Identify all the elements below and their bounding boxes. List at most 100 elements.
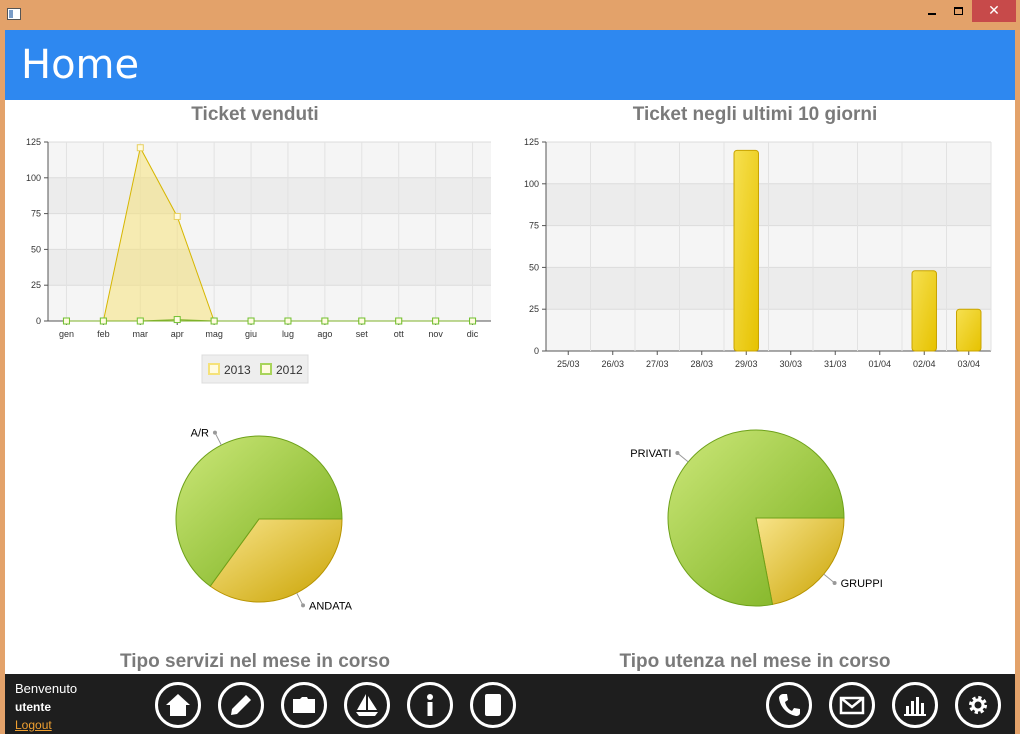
maximize-icon	[953, 7, 963, 15]
area-legend-swatch	[208, 363, 220, 375]
area-xtick-label: apr	[171, 329, 184, 339]
pie1-slice-andata	[209, 518, 343, 603]
area-xtick-label: set	[356, 329, 369, 339]
bar-ytick-label: 0	[534, 346, 539, 356]
area-point	[173, 316, 181, 324]
boat-button[interactable]	[344, 682, 390, 728]
area-xtick-label: ago	[317, 329, 332, 339]
area-xtick-label: mar	[133, 329, 149, 339]
area-chart-title: Ticket venduti	[191, 104, 319, 125]
pie2-label-dot	[832, 581, 837, 586]
bar-02/04	[911, 270, 937, 352]
bar-xtick-label: 29/03	[735, 359, 758, 369]
page-title: Home	[21, 42, 140, 88]
document-icon	[485, 694, 501, 716]
pie2-label-line	[823, 573, 835, 584]
pie2-label-line	[677, 452, 689, 463]
app-window: Home Ticket venduti Ticket negli ultimi …	[5, 30, 1015, 734]
bar-xtick-label: 02/04	[913, 359, 936, 369]
minimize-button[interactable]	[920, 0, 944, 22]
area-point	[321, 317, 329, 325]
bar-ytick-label: 75	[529, 221, 539, 231]
pie1-chart-title: Tipo servizi nel mese in corso	[120, 651, 390, 672]
area-point	[99, 317, 107, 325]
area-xtick-label: feb	[97, 329, 110, 339]
area-point	[62, 317, 70, 325]
bar-ytick-label: 125	[524, 137, 539, 147]
pie1-label-line	[214, 432, 222, 446]
boat-icon	[356, 694, 378, 716]
pie1-label-dot	[301, 603, 306, 608]
area-legend-swatch	[260, 363, 272, 375]
area-xtick-label: gen	[59, 329, 74, 339]
area-legend-label: 2013	[224, 363, 251, 377]
mail-icon	[839, 696, 865, 715]
pie2-slice-gruppi	[755, 517, 845, 606]
pie2-chart-title: Tipo utenza nel mese in corso	[619, 651, 891, 672]
area-point	[210, 317, 218, 325]
logout-link[interactable]: Logout	[15, 718, 52, 732]
bar-03/04	[956, 308, 982, 352]
bar-chart-title: Ticket negli ultimi 10 giorni	[632, 104, 878, 125]
info-button[interactable]	[407, 682, 453, 728]
area-ytick-label: 50	[31, 244, 41, 254]
bar-ytick-label: 100	[524, 179, 539, 189]
area-xtick-label: nov	[428, 329, 443, 339]
pie2-label: GRUPPI	[841, 578, 883, 590]
area-point	[247, 317, 255, 325]
folder-icon	[293, 697, 315, 713]
pie1-label: A/R	[191, 428, 209, 440]
pie2-label: PRIVATI	[630, 448, 671, 460]
area-point	[136, 317, 144, 325]
area-point	[173, 212, 181, 220]
area-xtick-label: lug	[282, 329, 294, 339]
welcome-block: Benvenuto utente Logout	[15, 680, 77, 734]
bar-ytick-label: 50	[529, 262, 539, 272]
pie1-label-dot	[212, 430, 217, 435]
bar-xtick-label: 25/03	[557, 359, 580, 369]
area-point	[284, 317, 292, 325]
document-button[interactable]	[470, 682, 516, 728]
bar-xtick-label: 03/04	[957, 359, 980, 369]
folder-button[interactable]	[281, 682, 327, 728]
welcome-text: Benvenuto	[15, 681, 78, 696]
area-band	[48, 177, 491, 214]
area-xtick-label: giu	[245, 329, 257, 339]
area-xtick-label: ott	[394, 329, 405, 339]
app-icon	[7, 8, 21, 20]
mail-button[interactable]	[829, 682, 875, 728]
area-point	[358, 317, 366, 325]
bar-ytick-label: 25	[529, 304, 539, 314]
bar-xtick-label: 30/03	[779, 359, 802, 369]
settings-button[interactable]	[955, 682, 1001, 728]
minimize-icon	[928, 13, 936, 15]
window-titlebar: ✕	[0, 0, 1020, 30]
charts-canvas: 0 25 50 75 100 125 gen feb mar apr mag giu lug ago set…	[26, 137, 992, 612]
username: utente	[15, 700, 51, 714]
stats-button[interactable]	[892, 682, 938, 728]
pie2-label-dot	[675, 450, 680, 455]
area-ytick-label: 0	[36, 316, 41, 326]
area-point	[432, 317, 440, 325]
bar-xtick-label: 27/03	[646, 359, 669, 369]
settings-icon	[969, 696, 987, 714]
footer-bar: Benvenuto utente Logout	[5, 674, 1015, 734]
area-ytick-label: 25	[31, 280, 41, 290]
phone-icon	[779, 694, 800, 716]
bar-xtick-label: 31/03	[824, 359, 847, 369]
edit-button[interactable]	[218, 682, 264, 728]
area-point	[136, 144, 144, 152]
area-xtick-label: mag	[205, 329, 223, 339]
close-icon: ✕	[988, 3, 1000, 19]
stats-icon	[904, 697, 926, 716]
phone-button[interactable]	[766, 682, 812, 728]
area-xtick-label: dic	[467, 329, 479, 339]
pie1-label-line	[296, 592, 304, 606]
home-button[interactable]	[155, 682, 201, 728]
close-button[interactable]: ✕	[972, 0, 1016, 22]
header-bar: Home	[5, 30, 1015, 100]
bar-xtick-label: 26/03	[601, 359, 624, 369]
edit-icon	[231, 695, 251, 715]
bar-29/03	[733, 149, 759, 352]
maximize-button[interactable]	[946, 0, 970, 22]
